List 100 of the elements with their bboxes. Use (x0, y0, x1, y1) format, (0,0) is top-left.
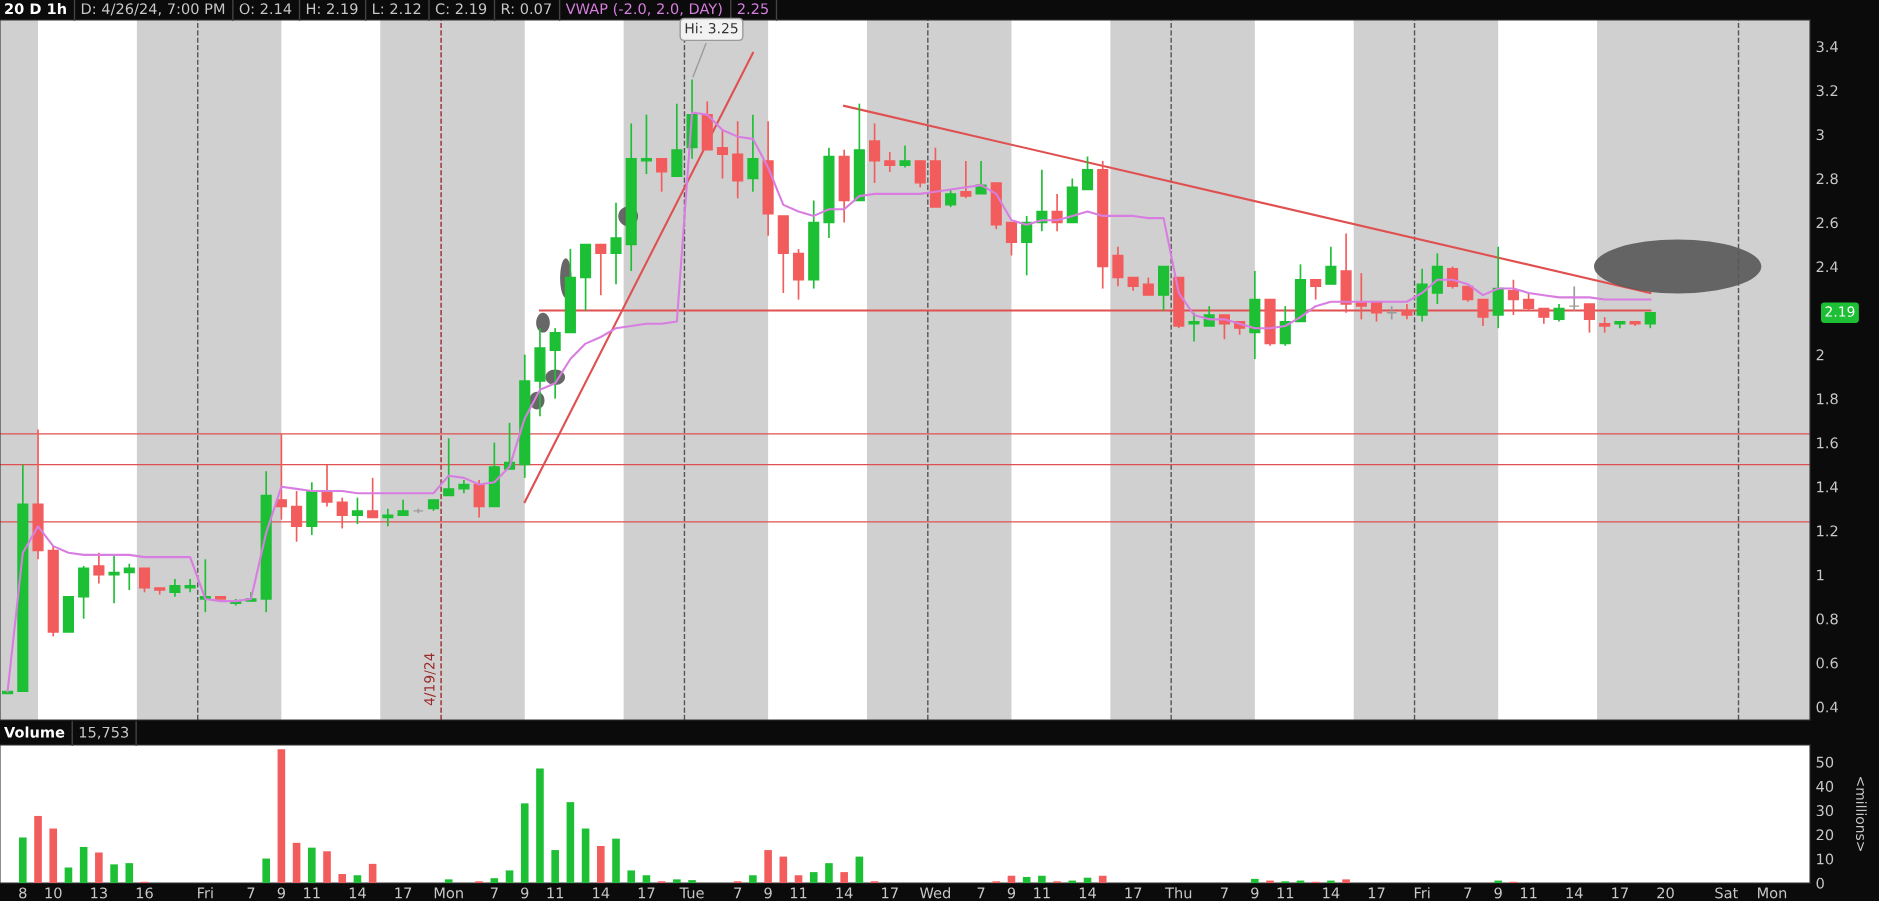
x-tick-label: 9 (1494, 887, 1502, 899)
y-tick-label: 0 (1816, 877, 1824, 889)
y-tick-label: 3.4 (1816, 41, 1838, 53)
candlestick (656, 157, 668, 193)
bar (581, 828, 590, 883)
bar (809, 872, 818, 883)
bar (1022, 876, 1031, 883)
x-tick-label: 14 (593, 887, 610, 899)
text: 2.19 (1825, 306, 1855, 317)
x-tick-label: 14 (836, 887, 853, 899)
y-tick-label: 3 (1816, 129, 1824, 141)
bar (779, 856, 788, 883)
x-tick-label: 17 (1612, 887, 1628, 899)
y-axis-title: <millions> (1855, 777, 1867, 851)
y-tick-label: 1.8 (1817, 393, 1838, 405)
candlestick (351, 496, 363, 525)
text: O: 2.14 (239, 3, 292, 15)
x-tick-label: 17 (638, 887, 655, 899)
y-tick-label: 10 (1817, 853, 1834, 865)
y-tick-label: 3.2 (1816, 85, 1838, 97)
x-tick-label: 17 (395, 887, 412, 899)
x-tick-label: Tue (679, 887, 704, 899)
bar (749, 875, 757, 883)
chart-title: Volume (4, 726, 65, 738)
bar (566, 802, 575, 883)
y-tick-label: 1.4 (1817, 481, 1838, 493)
y-tick-label: 0.4 (1816, 701, 1838, 713)
bar (825, 863, 833, 883)
bar (34, 815, 42, 883)
candlestick (367, 477, 379, 519)
candlestick (1583, 303, 1596, 334)
candlestick (595, 243, 607, 296)
text: L: 2.12 (373, 3, 421, 15)
x-tick-label: Fri (1414, 887, 1430, 899)
x-tick-label: Mon (434, 887, 463, 899)
candlestick (884, 151, 896, 173)
x-tick-label: 7 (734, 887, 742, 899)
y-tick-label: 2.8 (1816, 173, 1838, 185)
x-tick-label: Thu (1165, 887, 1192, 899)
bar (612, 838, 620, 883)
text: C: 2.19 (435, 3, 487, 15)
bar (19, 837, 27, 883)
x-tick-label: 11 (547, 887, 564, 899)
y-tick-label: 1.6 (1817, 437, 1838, 449)
candlestick (443, 437, 455, 497)
annotation: Hi: 3.25 (685, 22, 738, 34)
x-tick-label: 11 (1520, 887, 1537, 899)
y-tick-label: 0.6 (1816, 657, 1838, 669)
x-tick-label: 9 (1251, 887, 1259, 899)
text: R: 0.07 (501, 3, 551, 15)
x-tick-label: 14 (1566, 887, 1583, 899)
x-tick-label: 11 (790, 887, 807, 899)
y-tick-label: 30 (1816, 805, 1834, 817)
bar (292, 842, 301, 883)
x-tick-label: 7 (977, 887, 985, 899)
candlestick (275, 433, 287, 521)
candlestick (869, 122, 881, 184)
chart-subtitle: 15,753 (79, 726, 129, 740)
text: D: 4/26/24, 7:00 PM (81, 3, 225, 16)
bar (323, 851, 331, 883)
candlestick (1386, 305, 1398, 321)
y-tick-label: 1.2 (1817, 525, 1838, 537)
y-tick-label: 0.8 (1816, 613, 1838, 625)
x-tick-label: 7 (1220, 887, 1228, 899)
candlestick (321, 463, 333, 508)
x-tick-label: Mon (1758, 887, 1787, 899)
bar (338, 874, 347, 883)
x-tick-label: 14 (349, 887, 366, 899)
x-tick-label: 7 (490, 887, 498, 899)
bar (368, 863, 377, 883)
bar (688, 880, 696, 883)
x-tick-label: 17 (1368, 887, 1385, 899)
x-tick-label: 14 (1079, 887, 1096, 899)
bar (125, 863, 134, 883)
bar (110, 864, 118, 883)
y-tick-label: 40 (1816, 780, 1834, 792)
bar (840, 872, 848, 883)
x-tick-label: 9 (764, 887, 772, 899)
bar (597, 845, 605, 883)
x-tick-label: 11 (1034, 887, 1050, 899)
bar (277, 749, 286, 883)
candlestick (1188, 311, 1200, 343)
candlestick (1081, 155, 1094, 191)
bar (1038, 875, 1046, 883)
candlestick (138, 567, 151, 594)
x-tick-label: 9 (1007, 887, 1016, 899)
candlestick (1325, 245, 1337, 285)
x-tick-label: 10 (45, 887, 62, 899)
y-tick-label: 20 (1816, 829, 1834, 841)
text: VWAP (-2.0, 2.0, DAY) (565, 2, 722, 16)
candlestick (549, 327, 561, 400)
candlestick (1112, 245, 1124, 288)
bar (1342, 879, 1350, 883)
x-tick-label: 9 (277, 887, 285, 899)
x-tick-label: 17 (1125, 887, 1142, 899)
y-tick-label: 1 (1817, 569, 1824, 581)
bar (79, 846, 88, 883)
x-tick-label: 9 (521, 887, 529, 899)
x-tick-label: 20 (1657, 887, 1674, 899)
bar (95, 852, 103, 883)
